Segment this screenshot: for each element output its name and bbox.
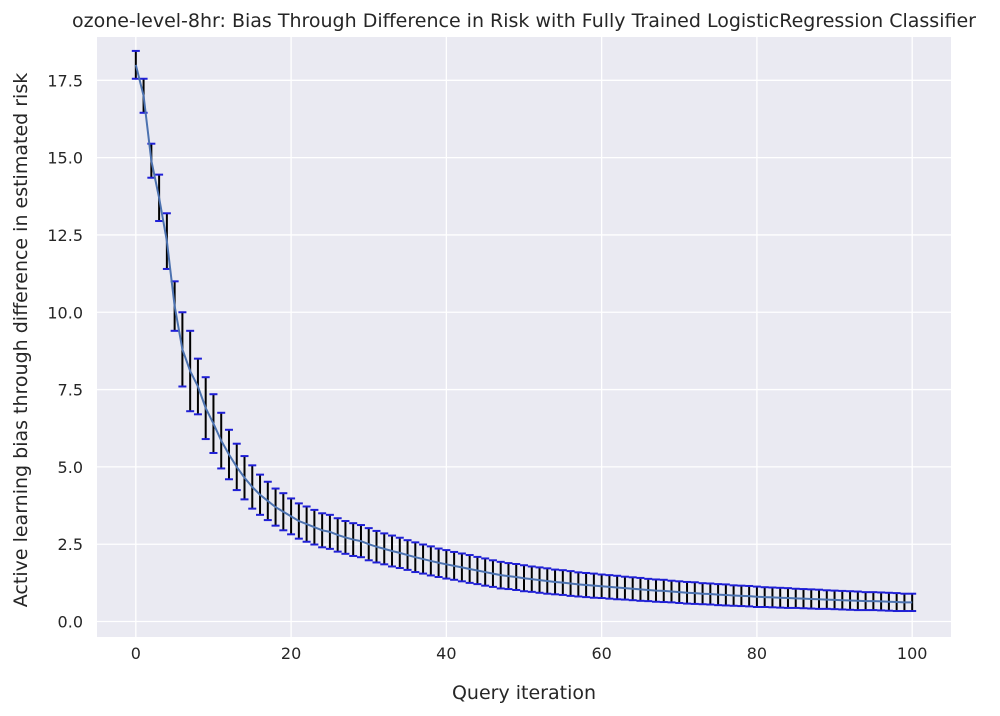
mean-line: [134, 64, 913, 604]
x-tick-label: 60: [591, 644, 611, 663]
x-tick-label: 80: [747, 644, 767, 663]
y-tick-label: 0.0: [58, 613, 83, 632]
x-tick-label: 40: [436, 644, 456, 663]
series-line-layer: [134, 64, 913, 604]
chart-title: ozone-level-8hr: Bias Through Difference…: [72, 10, 976, 32]
y-gridlines: [97, 79, 951, 623]
y-tick-label: 15.0: [47, 149, 83, 168]
y-tick-label: 12.5: [47, 226, 83, 245]
x-axis-label: Query iteration: [452, 682, 596, 704]
x-tick-label: 100: [897, 644, 928, 663]
y-tick-label: 5.0: [58, 458, 83, 477]
y-tick-label: 10.0: [47, 303, 83, 322]
y-tick-labels: 0.0 2.5 5.0 7.5 10.0 12.5 15.0 17.5: [47, 71, 83, 631]
y-tick-label: 17.5: [47, 71, 83, 90]
x-tick-label: 20: [281, 644, 301, 663]
x-tick-labels: 0 20 40 60 80 100: [131, 644, 928, 663]
y-tick-label: 7.5: [58, 381, 83, 400]
x-tick-label: 0: [131, 644, 141, 663]
x-gridlines: [135, 37, 913, 637]
plot-background: [97, 37, 951, 637]
y-axis-label: Active learning bias through difference …: [10, 73, 32, 607]
y-tick-label: 2.5: [58, 535, 83, 554]
